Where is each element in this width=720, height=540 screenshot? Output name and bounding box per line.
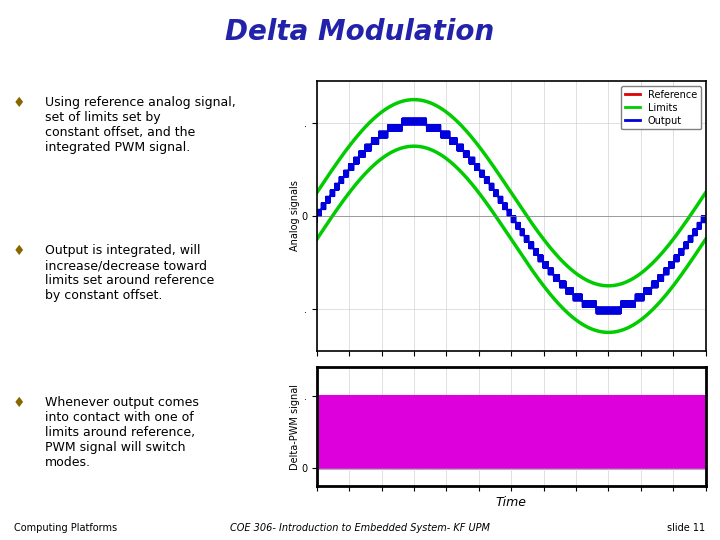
Text: Using reference analog signal,
set of limits set by
constant offset, and the
int: Using reference analog signal, set of li… [45, 96, 235, 154]
Text: ♦: ♦ [13, 396, 25, 410]
Text: Delta Modulation: Delta Modulation [225, 18, 495, 46]
Text: Output is integrated, will
increase/decrease toward
limits set around reference
: Output is integrated, will increase/decr… [45, 244, 214, 302]
Text: Computing Platforms: Computing Platforms [14, 523, 117, 533]
Y-axis label: Analog signals: Analog signals [289, 180, 300, 252]
Text: ♦: ♦ [13, 96, 25, 110]
Text: ♦: ♦ [13, 244, 25, 258]
Text: slide 11: slide 11 [667, 523, 706, 533]
Text: Time: Time [495, 496, 527, 509]
Legend: Reference, Limits, Output: Reference, Limits, Output [621, 86, 701, 130]
Text: Whenever output comes
into contact with one of
limits around reference,
PWM sign: Whenever output comes into contact with … [45, 396, 199, 469]
Y-axis label: Delta-PWM signal: Delta-PWM signal [289, 383, 300, 470]
Text: COE 306- Introduction to Embedded System- KF UPM: COE 306- Introduction to Embedded System… [230, 523, 490, 533]
